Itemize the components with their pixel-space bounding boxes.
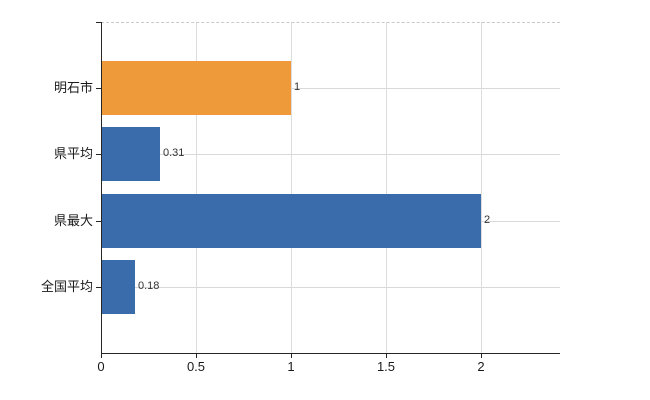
y-axis-top-tick [96, 22, 101, 23]
y-axis-tick [96, 154, 101, 155]
bar-value-label: 0.31 [163, 147, 185, 159]
x-axis [101, 353, 560, 354]
x-tick-label: 1.5 [376, 359, 396, 374]
y-axis-tick [96, 287, 101, 288]
category-label-県最大: 県最大 [53, 213, 93, 228]
x-tick-label: 0.5 [186, 359, 206, 374]
y-axis-tick [96, 88, 101, 89]
y-axis [101, 22, 102, 358]
category-label-明石市: 明石市 [53, 80, 93, 95]
bar-value-label: 1 [294, 81, 301, 93]
x-axis-tick [386, 353, 387, 358]
x-axis-tick [196, 353, 197, 358]
x-tick-label: 1 [287, 359, 295, 374]
bar-全国平均 [102, 260, 135, 314]
bar-value-label: 0.18 [138, 280, 160, 292]
y-axis-tick [96, 221, 101, 222]
h-gridline [101, 88, 560, 89]
bar-value-label: 2 [484, 214, 491, 226]
plot-top-border [101, 22, 560, 23]
v-gridline [386, 22, 387, 353]
v-gridline [481, 22, 482, 353]
x-axis-tick [481, 353, 482, 358]
v-gridline [291, 22, 292, 353]
x-axis-tick [291, 353, 292, 358]
bar-県最大 [102, 194, 481, 248]
h-gridline [101, 287, 560, 288]
category-label-全国平均: 全国平均 [40, 279, 93, 294]
x-tick-label: 0 [97, 359, 105, 374]
bar-県平均 [102, 127, 160, 181]
h-gridline [101, 154, 560, 155]
category-label-県平均: 県平均 [53, 146, 93, 161]
v-gridline [196, 22, 197, 353]
x-tick-label: 2 [477, 359, 485, 374]
bar-明石市 [102, 61, 291, 115]
